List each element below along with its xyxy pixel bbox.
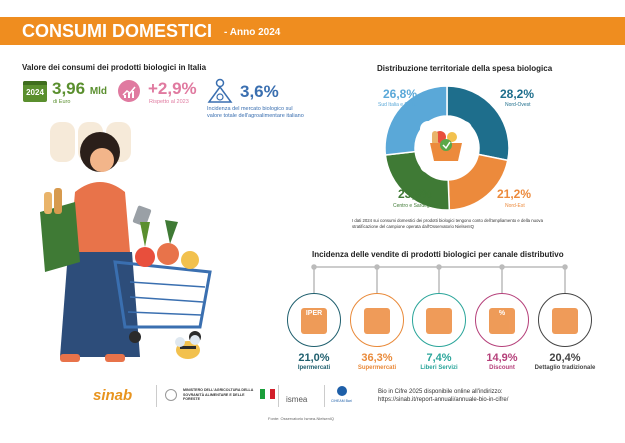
channel-icon-label: IPER bbox=[301, 308, 327, 334]
chart-note-1: I dati 2024 sui consumi domestici dei pr… bbox=[352, 218, 543, 223]
slice-label-value-nord-est: 21,2% bbox=[497, 187, 532, 201]
channel-icon bbox=[350, 293, 404, 347]
slice-label-nord-est: Nord-Est bbox=[505, 203, 525, 209]
divider bbox=[324, 385, 325, 407]
channel-icon-label: % bbox=[489, 308, 515, 334]
value-number: 3,96 bbox=[52, 79, 86, 98]
channel-item: % 14,9% Discount bbox=[471, 293, 533, 372]
channel-icon: IPER bbox=[287, 293, 341, 347]
slice-label-centro: Centro e Sardegna bbox=[393, 203, 436, 209]
channel-name: Dettaglio tradizionale bbox=[534, 365, 596, 371]
donut-slice-sud-italia-e-sicilia bbox=[384, 85, 448, 156]
channel-name: Supermercati bbox=[357, 365, 397, 371]
market-share-icon bbox=[207, 78, 233, 109]
channel-value: 14,9% bbox=[486, 352, 518, 364]
footer-info: Bio in Cifre 2025 disponibile online all… bbox=[378, 388, 508, 404]
footer-link[interactable]: https://sinab.it/report-annuali/annuale-… bbox=[378, 397, 509, 404]
basket-icon bbox=[420, 121, 472, 173]
growth-value: +2,9% bbox=[148, 79, 197, 98]
slice-label-value-centro: 23,8% bbox=[398, 187, 433, 201]
header-bar bbox=[0, 17, 625, 45]
channel-icon-label bbox=[426, 308, 452, 334]
value-amount: 3,96 Mld bbox=[52, 79, 107, 99]
market-share-caption-2: valore totale dell'agroalimentare italia… bbox=[207, 113, 304, 120]
value-unit: Mld bbox=[89, 86, 108, 97]
channel-icon bbox=[538, 293, 592, 347]
channel-value: 20,4% bbox=[549, 352, 581, 364]
channel-item: 20,4% Dettaglio tradizionale bbox=[534, 293, 596, 372]
ciheam-logo: CIHEAM Bari bbox=[331, 399, 352, 403]
channel-value: 21,0% bbox=[298, 352, 330, 364]
divider bbox=[278, 385, 279, 407]
growth-chart-icon bbox=[118, 80, 140, 102]
chart-note: I dati 2024 sui consumi domestici dei pr… bbox=[352, 218, 543, 230]
ministry-logo: MINISTERO DELL'AGRICOLTURA DELLA SOVRANI… bbox=[183, 388, 254, 402]
territorial-donut-chart bbox=[384, 85, 510, 211]
divider bbox=[156, 385, 157, 407]
market-share-caption-1: Incidenza del mercato biologico sul bbox=[207, 106, 293, 112]
channel-item: 7,4% Liberi Servizi bbox=[408, 293, 470, 372]
source-note: Fonte: Osservatorio Ismea-NielsenIQ bbox=[268, 416, 335, 421]
channel-icon-label bbox=[364, 308, 390, 334]
header-title-row: CONSUMI DOMESTICI - Anno 2024 bbox=[22, 17, 280, 45]
channel-icon: % bbox=[475, 293, 529, 347]
year-badge: 2024 bbox=[26, 88, 44, 97]
channel-icon-label bbox=[552, 308, 578, 334]
ciheam-logo-icon bbox=[337, 386, 347, 396]
channel-value: 7,4% bbox=[426, 352, 452, 364]
slice-label-value-nord-ovest: 28,2% bbox=[500, 87, 535, 101]
channel-name: Discount bbox=[489, 365, 515, 371]
slice-label-value-sud: 26,8% bbox=[383, 87, 418, 101]
page-title: CONSUMI DOMESTICI bbox=[22, 20, 213, 41]
growth-caption: Rispetto al 2023 bbox=[149, 99, 189, 105]
channel-item: 36,3% Supermercati bbox=[346, 293, 408, 372]
channel-name: Liberi Servizi bbox=[420, 365, 458, 371]
market-share-value: 3,6% bbox=[240, 82, 279, 101]
chart-title: Distribuzione territoriale della spesa b… bbox=[377, 64, 553, 73]
channels-connector bbox=[311, 264, 568, 296]
channel-name: Ipermercati bbox=[297, 365, 331, 371]
chart-note-2: stratificazione del campione operata dal… bbox=[352, 223, 474, 229]
value-caption: di Euro bbox=[53, 99, 71, 105]
footer-info-1: Bio in Cifre 2025 disponibile online all… bbox=[378, 389, 503, 395]
value-section-title: Valore dei consumi dei prodotti biologic… bbox=[22, 63, 207, 72]
channels-title: Incidenza delle vendite di prodotti biol… bbox=[312, 250, 564, 259]
channel-item: IPER 21,0% Ipermercati bbox=[283, 293, 345, 372]
ismea-logo: ismea bbox=[286, 395, 308, 404]
emblem-icon bbox=[165, 389, 177, 401]
channel-icon bbox=[412, 293, 466, 347]
sinab-logo: sinab bbox=[93, 387, 133, 404]
shopper-illustration bbox=[40, 122, 212, 362]
market-share-caption: Incidenza del mercato biologico sul valo… bbox=[207, 106, 304, 121]
channel-value: 36,3% bbox=[361, 352, 393, 364]
page-subtitle: - Anno 2024 bbox=[224, 27, 281, 38]
slice-label-nord-ovest: Nord-Ovest bbox=[505, 102, 531, 108]
italian-flag-icon bbox=[260, 389, 275, 399]
slice-label-sud: Sud Italia e Sicilia bbox=[378, 102, 418, 108]
calendar-icon: 2024 bbox=[23, 81, 47, 102]
